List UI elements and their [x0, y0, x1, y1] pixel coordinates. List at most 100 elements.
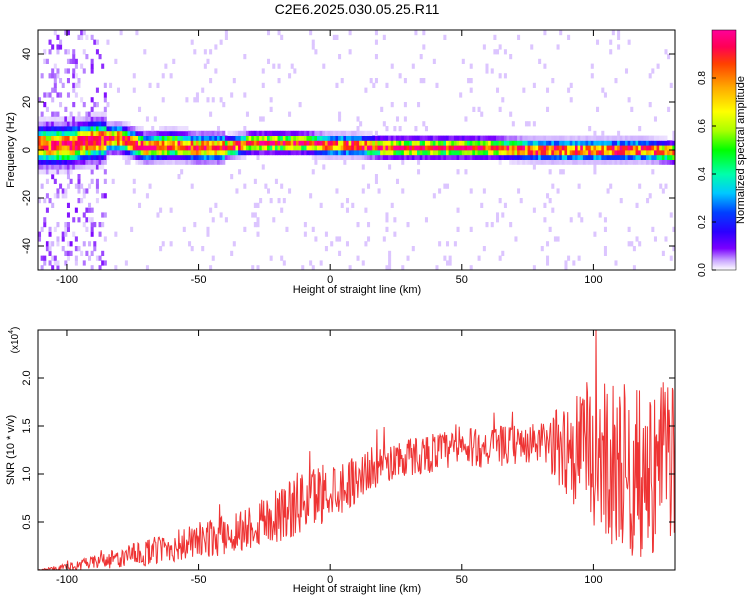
spectrogram-cell	[282, 145, 286, 151]
spectrogram-cell	[435, 135, 439, 141]
spectrogram-cell	[43, 135, 47, 141]
spectrogram-cell	[353, 135, 357, 141]
spectrogram-cell	[501, 97, 505, 103]
spectrogram-cell	[480, 111, 484, 117]
spectrogram-cell	[43, 140, 47, 146]
spectrogram-cell	[585, 159, 589, 165]
spectrogram-cell	[559, 30, 563, 36]
spectrogram-cell	[288, 145, 292, 151]
spectrogram-cell	[553, 140, 557, 146]
spectrogram-cell	[93, 126, 97, 132]
spectrogram-cell	[72, 135, 76, 141]
spectrogram-cell	[261, 130, 265, 136]
spectrogram-cell	[488, 135, 492, 141]
spectrogram-cell	[245, 130, 249, 136]
spectrogram-cell	[177, 145, 181, 151]
spectrogram-cell	[443, 145, 447, 151]
spectrogram-cell	[527, 150, 531, 156]
spectrogram-cell	[345, 130, 349, 136]
spectrogram-cell	[53, 116, 57, 122]
spectrogram-cell	[477, 135, 481, 141]
spectrogram-cell	[324, 246, 328, 252]
spectrogram-cell	[277, 150, 281, 156]
spectrogram-cell	[353, 150, 357, 156]
spectrogram-cell	[182, 226, 186, 232]
spectrogram-cell	[496, 154, 500, 160]
spectrogram-cell	[264, 183, 268, 189]
spectrogram-cell	[390, 145, 394, 151]
spectrogram-cell	[485, 135, 489, 141]
spectrogram-cell	[369, 78, 373, 84]
spectrogram-cell	[643, 159, 647, 165]
spectrogram-cell	[498, 140, 502, 146]
spectrogram-cell	[38, 150, 42, 156]
spectrogram-cell	[338, 150, 342, 156]
spectrogram-cell	[140, 150, 144, 156]
spectrogram-cell	[45, 150, 49, 156]
spectrogram-cell	[111, 145, 115, 151]
spectrogram-cell	[490, 140, 494, 146]
spectrogram-cell	[298, 102, 302, 108]
spectrogram-cell	[111, 126, 115, 132]
spectrogram-cell	[496, 49, 500, 55]
spectrogram-cell	[477, 154, 481, 160]
spectrogram-cell	[322, 140, 326, 146]
spectrogram-cell	[459, 135, 463, 141]
spectrogram-cell	[322, 135, 326, 141]
spectrogram-cell	[95, 150, 99, 156]
spectrogram-cell	[59, 102, 63, 108]
spectrogram-cell	[98, 126, 102, 132]
spectrogram-cell	[288, 140, 292, 146]
spectrogram-cell	[374, 145, 378, 151]
spectrogram-cell	[43, 145, 47, 151]
spectrogram-cell	[98, 265, 102, 270]
spectrogram-cell	[343, 140, 347, 146]
spectrogram-cell	[182, 126, 186, 132]
spectrogram-cell	[243, 183, 247, 189]
spectrogram-cell	[203, 49, 207, 55]
spectrogram-cell	[53, 140, 57, 146]
spectrogram-cell	[590, 63, 594, 69]
spectrogram-cell	[574, 145, 579, 151]
spectrogram-cell	[90, 217, 94, 223]
spectrogram-cell	[311, 145, 315, 151]
spectrogram-cell	[164, 159, 168, 165]
spectrogram-cell	[559, 169, 563, 175]
spectrogram-cell	[169, 207, 173, 213]
spectrogram-cell	[193, 49, 197, 55]
spectrogram-cell	[577, 154, 581, 160]
spectrogram-cell	[256, 231, 260, 237]
spectrogram-cell	[201, 135, 205, 141]
spectrogram-cell	[53, 126, 57, 132]
spectrogram-cell	[401, 154, 405, 160]
spectrogram-cell	[103, 130, 107, 136]
spectrogram-cell	[238, 135, 242, 141]
spectrogram-cell	[216, 140, 221, 146]
spectrogram-cell	[564, 140, 568, 146]
spectrogram-cell	[527, 154, 531, 160]
spectrogram-cell	[90, 207, 94, 213]
spectrogram-cell	[393, 154, 397, 160]
spectrogram-cell	[432, 140, 436, 146]
spectrogram-cell	[588, 135, 592, 141]
spectrogram-cell	[430, 150, 434, 156]
spectrogram-cell	[85, 135, 89, 141]
spectrogram-cell	[122, 145, 126, 151]
spectrogram-cell	[601, 130, 605, 136]
spectrogram-cell	[672, 150, 675, 156]
spectrogram-cell	[577, 135, 581, 141]
spectrogram-cell	[348, 135, 352, 141]
spectrogram-cell	[48, 140, 52, 146]
spectrogram-cell	[135, 135, 139, 141]
spectrogram-cell	[48, 92, 52, 98]
spectrogram-cell	[322, 150, 326, 156]
spectrogram-cell	[172, 58, 176, 64]
spectrogram-cell	[85, 164, 89, 170]
spectrogram-cell	[580, 159, 584, 165]
spectrogram-cell	[109, 140, 113, 146]
spectrogram-cell	[138, 106, 142, 112]
spectrogram-cell	[88, 150, 92, 156]
spectrogram-cell	[43, 222, 47, 228]
spectrogram-cell	[335, 188, 339, 194]
spectrogram-cell	[401, 145, 405, 151]
